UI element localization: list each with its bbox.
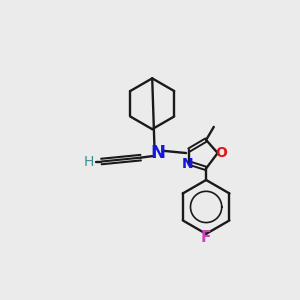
Text: N: N xyxy=(182,157,194,171)
Text: O: O xyxy=(216,146,227,160)
Text: H: H xyxy=(84,155,94,169)
Text: N: N xyxy=(150,144,165,162)
Text: F: F xyxy=(201,230,211,245)
